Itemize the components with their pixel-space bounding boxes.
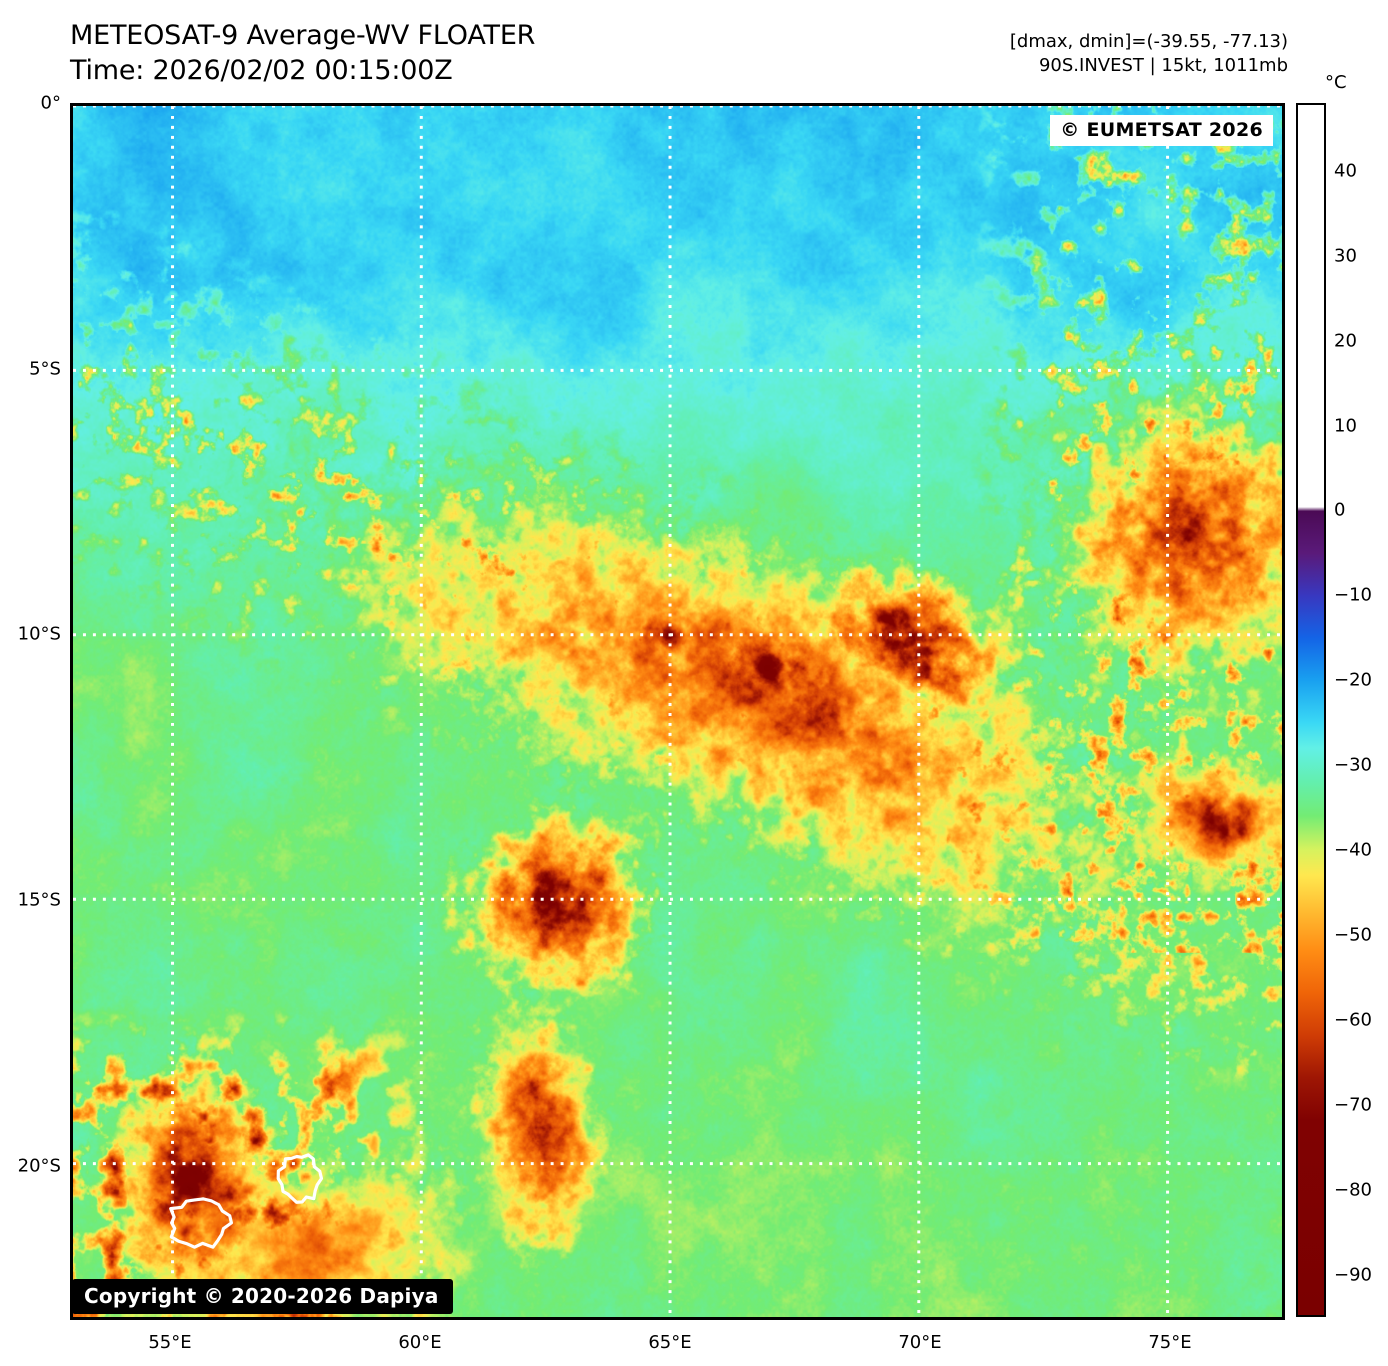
lat-tick-2: 10°S <box>17 623 61 645</box>
colorbar-tick-6: −20 <box>1334 669 1372 691</box>
lat-tick-3: 15°S <box>17 889 61 911</box>
lon-tick-1: 60°E <box>398 1332 442 1353</box>
lat-tick-0: 0° <box>40 92 61 114</box>
colorbar-tick-1: 30 <box>1334 245 1357 267</box>
lat-tick-1: 5°S <box>29 358 61 380</box>
storm-info-label: 90S.INVEST | 15kt, 1011mb <box>1038 55 1288 77</box>
colorbar-tick-0: 40 <box>1334 160 1357 182</box>
colorbar-tick-12: −80 <box>1334 1179 1372 1201</box>
satellite-map[interactable]: © EUMETSAT 2026 Copyright © 2020-2026 Da… <box>70 103 1285 1320</box>
colorbar-tick-13: −90 <box>1334 1264 1372 1286</box>
colorbar-tick-10: −60 <box>1334 1009 1372 1031</box>
dmax-dmin-label: [dmax, dmin]=(-39.55, -77.13) <box>1009 31 1288 52</box>
page-title: METEOSAT-9 Average-WV FLOATER <box>70 20 536 51</box>
metadata-block: [dmax, dmin]=(-39.55, -77.13) 90S.INVEST… <box>1010 30 1288 79</box>
coastline-overlay <box>169 1153 324 1249</box>
colorbar-tick-9: −50 <box>1334 924 1372 946</box>
colorbar-tick-11: −70 <box>1334 1094 1372 1116</box>
dapiya-copyright-badge: Copyright © 2020-2026 Dapiya <box>73 1279 453 1314</box>
colorbar-tick-3: 10 <box>1334 415 1357 437</box>
colorbar-unit-label: °C <box>1325 72 1347 93</box>
colorbar-gradient <box>1296 103 1326 1317</box>
title-block: METEOSAT-9 Average-WV FLOATER Time: 2026… <box>70 18 535 88</box>
colorbar-tick-7: −30 <box>1334 754 1372 776</box>
lon-tick-3: 70°E <box>898 1332 942 1353</box>
lat-lon-gridlines <box>73 106 1282 1317</box>
lat-tick-4: 20°S <box>17 1155 61 1177</box>
colorbar-tick-8: −40 <box>1334 839 1372 861</box>
satellite-imagery-canvas <box>73 106 1282 1317</box>
lon-tick-2: 65°E <box>648 1332 692 1353</box>
lon-tick-4: 75°E <box>1148 1332 1192 1353</box>
colorbar-tick-5: −10 <box>1334 584 1372 606</box>
colorbar[interactable] <box>1296 103 1326 1317</box>
timestamp-line: Time: 2026/02/02 00:15:00Z <box>70 55 453 87</box>
eumetsat-copyright-badge: © EUMETSAT 2026 <box>1050 115 1273 146</box>
lon-tick-0: 55°E <box>148 1332 192 1353</box>
colorbar-tick-4: 0 <box>1334 499 1346 521</box>
colorbar-tick-2: 20 <box>1334 330 1357 352</box>
